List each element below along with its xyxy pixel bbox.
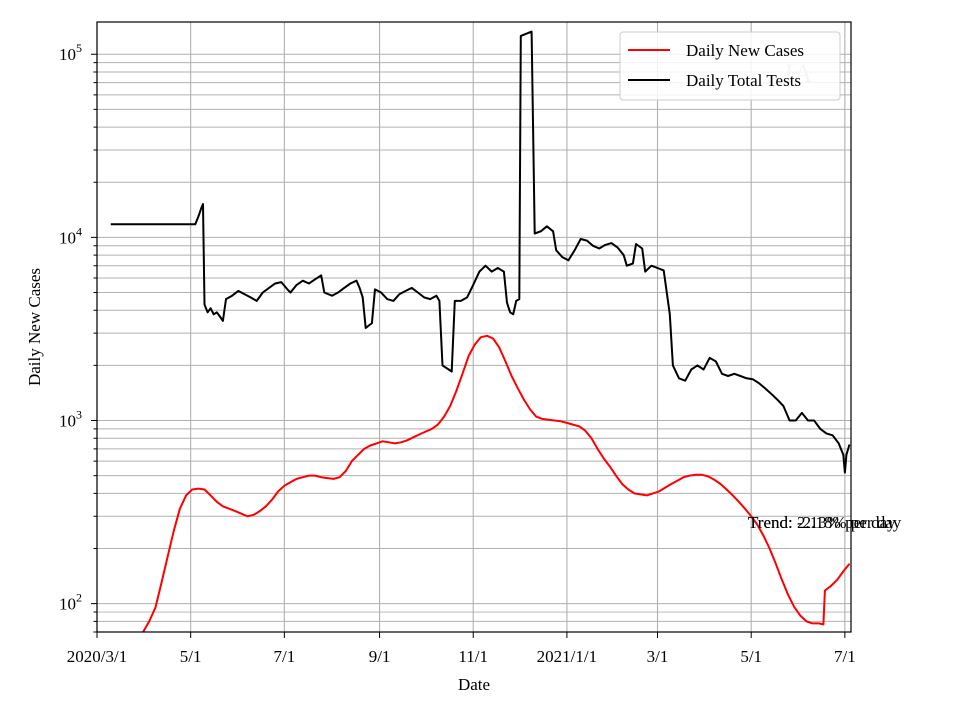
y-tick-label: 105 — [59, 41, 82, 64]
y-tick-label: 102 — [59, 591, 82, 614]
y-tick-label: 103 — [59, 408, 82, 431]
y-axis: 102 103 104 105 — [59, 41, 97, 633]
y-axis-label: Daily New Cases — [25, 268, 44, 386]
legend-label: Daily Total Tests — [686, 71, 801, 90]
trend-annotation: Trend: 2.13% per day — [748, 513, 896, 532]
x-tick-label: 11/1 — [458, 647, 488, 666]
legend-box — [619, 31, 841, 101]
x-axis: 2020/3/1 5/1 7/1 9/1 11/1 2021/1/1 3/1 5/1 7/1 — [67, 632, 856, 666]
y-tick-label: 104 — [59, 224, 82, 247]
x-tick-label: 5/1 — [180, 647, 202, 666]
x-tick-label: 2020/3/1 — [67, 647, 127, 666]
trend-annotation: Trend: -2.18% per day — [748, 513, 902, 532]
grid — [96, 22, 851, 633]
daily-new-casesline — [142, 334, 851, 632]
x-tick-label: 2021/1/1 — [537, 647, 597, 666]
legend-label: Daily New Cases — [686, 41, 804, 60]
x-tick-label: 5/1 — [740, 647, 762, 666]
x-tick-label: 3/1 — [647, 647, 669, 666]
series-layer — [110, 30, 851, 632]
x-tick-label: 7/1 — [834, 647, 856, 666]
legend: Daily New Cases Daily Total Tests — [619, 31, 841, 101]
x-axis-label: Date — [458, 675, 490, 694]
x-tick-label: 7/1 — [273, 647, 295, 666]
plot-frame — [96, 21, 852, 633]
x-tick-label: 9/1 — [369, 647, 391, 666]
daily-total-testsline — [110, 30, 851, 474]
